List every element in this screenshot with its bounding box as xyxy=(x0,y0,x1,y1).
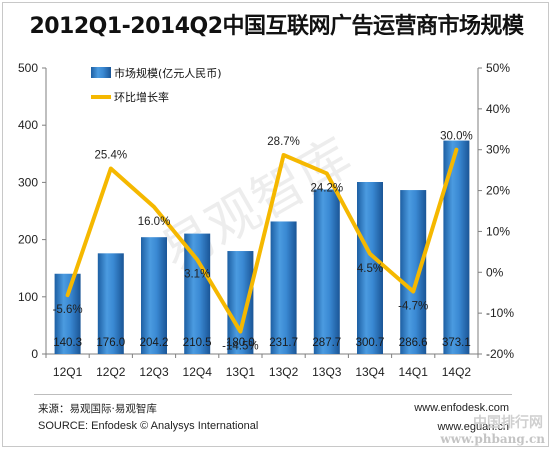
chart-frame xyxy=(2,2,549,447)
line-point xyxy=(110,168,112,170)
line-point xyxy=(412,290,414,292)
bar xyxy=(400,190,427,354)
line-point xyxy=(239,331,241,333)
x-tick-label: 13Q4 xyxy=(355,365,385,379)
bar xyxy=(141,237,167,354)
bar-value-label: 204.2 xyxy=(140,337,169,349)
bar-value-label: 180.0 xyxy=(226,337,255,349)
corner-watermark-text: 中国排行网 xyxy=(473,415,543,431)
line-value-label: 4.5% xyxy=(357,263,383,275)
right-tick-label: 30% xyxy=(486,143,510,157)
line-value-label: -5.6% xyxy=(53,304,83,316)
corner-watermark-url: www.phbang.cn xyxy=(440,432,545,446)
line-point xyxy=(369,253,371,255)
x-tick-label: 14Q2 xyxy=(442,365,472,379)
x-tick-label: 13Q1 xyxy=(226,365,256,379)
bar-value-label: 231.7 xyxy=(269,337,298,349)
right-tick-label: 0% xyxy=(486,265,504,279)
line-layer xyxy=(65,147,459,334)
line-value-label: 30.0% xyxy=(440,131,473,143)
line-point xyxy=(283,154,285,156)
line-value-label: 25.4% xyxy=(94,150,127,162)
left-tick-label: 500 xyxy=(18,61,38,75)
line-point xyxy=(455,149,457,151)
left-tick-label: 200 xyxy=(18,233,38,247)
bar-value-label: 210.5 xyxy=(183,337,212,349)
bar-value-label: 140.3 xyxy=(53,337,82,349)
bar-value-label: 176.0 xyxy=(96,337,125,349)
left-tick-label: 0 xyxy=(31,347,38,361)
x-tick-label: 13Q2 xyxy=(269,365,299,379)
bar xyxy=(184,233,211,354)
site-link-enfodesk[interactable]: www.enfodesk.com xyxy=(414,402,509,414)
line-point xyxy=(67,294,69,296)
bar-value-label: 286.6 xyxy=(399,337,428,349)
bar-value-label: 287.7 xyxy=(312,337,341,349)
x-tick-label: 14Q1 xyxy=(399,365,429,379)
legend-bar-label: 市场规模(亿元人民币) xyxy=(114,66,222,80)
footer-divider xyxy=(34,394,512,395)
line-value-label: -14.5% xyxy=(222,341,258,353)
bar xyxy=(443,140,470,354)
legend-bar-swatch xyxy=(91,67,111,78)
line-value-label: 16.0% xyxy=(138,216,171,228)
right-tick-label: -20% xyxy=(486,347,514,361)
source-en: SOURCE: Enfodesk © Analysys Internationa… xyxy=(38,420,259,432)
right-tick-label: 10% xyxy=(486,224,510,238)
bar-value-label: 300.7 xyxy=(356,337,385,349)
bars-layer xyxy=(54,140,470,354)
right-tick-label: -10% xyxy=(486,306,514,320)
left-tick-label: 400 xyxy=(18,118,38,132)
bar xyxy=(357,181,383,354)
line-value-label: -4.7% xyxy=(398,300,428,312)
bar-value-label: 373.1 xyxy=(442,337,471,349)
x-tick-label: 12Q4 xyxy=(183,365,213,379)
x-tick-label: 13Q3 xyxy=(312,365,342,379)
right-tick-label: 20% xyxy=(486,184,510,198)
labels-layer: 140.3 176.0 204.2 210.5 180.0 231.7 287.7 300.7… xyxy=(53,131,473,353)
legend-layer: 市场规模(亿元人民币) 环比增长率 xyxy=(91,66,222,104)
right-tick-label: 40% xyxy=(486,102,510,116)
line-point xyxy=(326,172,328,174)
bar xyxy=(313,189,340,354)
left-tick-label: 100 xyxy=(18,290,38,304)
x-tick-label: 12Q3 xyxy=(139,365,169,379)
right-tick-label: 50% xyxy=(486,61,510,75)
x-tick-label: 12Q1 xyxy=(53,365,83,379)
growth-rate-line xyxy=(65,147,459,334)
line-value-label: 28.7% xyxy=(267,136,300,148)
source-cn: 来源：易观国际·易观智库 xyxy=(38,403,157,415)
left-tick-label: 300 xyxy=(18,175,38,189)
line-point xyxy=(153,206,155,208)
x-tick-label: 12Q2 xyxy=(96,365,126,379)
bar xyxy=(54,273,81,354)
bar xyxy=(97,253,124,354)
bar xyxy=(270,221,297,354)
line-value-label: 24.2% xyxy=(310,182,343,194)
site-link-eguan[interactable]: www.eguan.cn xyxy=(437,421,509,433)
chart-title: 2012Q1-2014Q2中国互联网广告运营商市场规模 xyxy=(29,14,524,39)
legend-line-label: 环比增长率 xyxy=(114,90,169,104)
line-point xyxy=(196,259,198,261)
line-value-label: 3.1% xyxy=(184,269,210,281)
